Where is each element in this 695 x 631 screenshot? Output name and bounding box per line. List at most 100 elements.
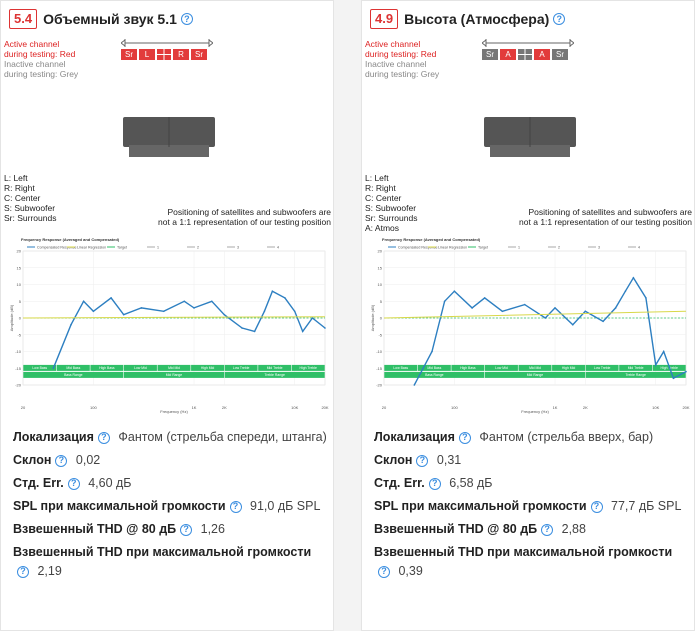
x-tick-label: 1K (192, 405, 197, 410)
help-icon[interactable]: ? (180, 13, 193, 25)
band-label: Mid Bass (66, 366, 80, 370)
channel-sr-right: Sr (552, 49, 568, 60)
legend-label: 4 (638, 246, 640, 250)
legend-label: 3 (598, 246, 600, 250)
stat-row: Взвешенный THD @ 80 дБ? 1,26 (13, 520, 331, 539)
response-point (70, 323, 72, 326)
stat-label: Стд. Err. (374, 476, 425, 490)
stat-row: SPL при максимальной громкости? 91,0 дБ … (13, 497, 331, 516)
help-icon[interactable]: ? (17, 565, 29, 578)
x-tick-label: 2K (583, 405, 588, 410)
band-label: Mid Range (527, 373, 544, 377)
y-tick-label: 15 (17, 265, 22, 270)
response-point (324, 327, 326, 329)
sofa-icon (123, 117, 215, 157)
stat-label: Стд. Err. (13, 476, 64, 490)
x-tick-label: 10K (652, 405, 659, 410)
response-point (253, 330, 256, 333)
response-point (584, 310, 587, 313)
card-surround: 5.4 Объемный звук 5.1 ? Active channel d… (0, 0, 334, 631)
stat-value: 0,02 (75, 453, 101, 467)
help-icon[interactable]: ? (55, 454, 68, 467)
help-icon[interactable]: ? (229, 500, 242, 513)
abbreviation-list: L: Left R: Right C: Center S: Subwoofer … (365, 173, 417, 233)
help-icon[interactable]: ? (428, 477, 441, 490)
legend-label: 3 (237, 246, 239, 250)
stat-row: Взвешенный THD @ 80 дБ? 2,88 (374, 520, 692, 539)
response-point (544, 317, 547, 319)
stat-row: Стд. Err.? 4,60 дБ (13, 474, 331, 493)
channel-r: R (173, 49, 189, 60)
help-icon[interactable]: ? (541, 523, 554, 536)
stat-label: Взвешенный THD при максимальной громкост… (13, 545, 312, 559)
stat-value: 1,26 (200, 522, 225, 536)
band-bottom (585, 371, 686, 378)
stat-value: 0,31 (436, 453, 462, 467)
response-point (443, 300, 446, 303)
band-label: Low Bass (32, 366, 47, 370)
stat-row: Склон? 0,02 (13, 451, 331, 470)
help-icon[interactable]: ? (590, 500, 603, 513)
response-point (223, 313, 226, 316)
response-point (241, 327, 243, 329)
inactive-note: Inactive channel during testing: Grey (365, 59, 440, 79)
stat-value: 0,39 (398, 564, 423, 578)
channel-center (157, 49, 171, 60)
band-label: Bass Range (425, 373, 444, 377)
response-point (82, 300, 85, 303)
response-point (624, 290, 627, 292)
band-label: High Treble (300, 366, 317, 370)
band-label: Low Bass (393, 366, 408, 370)
band-label: High Bass (460, 366, 476, 370)
stats-list: Локализация? Фантом (стрельба вверх, бар… (374, 428, 692, 585)
stat-row: Взвешенный THD при максимальной громкост… (374, 543, 692, 581)
response-point (672, 377, 675, 380)
chart-title: Frequency Response (Averaged and Compens… (21, 237, 120, 242)
y-tick-label: 20 (17, 249, 22, 254)
abbr-item: S: Subwoofer (4, 203, 56, 213)
response-point (293, 310, 296, 313)
regression-line (383, 310, 687, 319)
x-axis-label: Frequency (Hz) (160, 409, 188, 414)
response-point (284, 297, 286, 299)
response-point (301, 330, 304, 333)
stat-label: Взвешенный THD при максимальной громкост… (374, 545, 673, 559)
y-tick-label: 10 (378, 282, 383, 287)
response-point (483, 297, 486, 299)
band-label: High Mid (201, 366, 214, 370)
response-point (571, 323, 574, 326)
arrow-icon (121, 39, 213, 47)
band-label: Treble Range (264, 373, 285, 377)
band-top (484, 364, 518, 371)
help-icon[interactable]: ? (67, 477, 80, 490)
response-point (140, 307, 143, 309)
help-icon[interactable]: ? (416, 454, 429, 467)
stat-value: 2,88 (561, 522, 586, 536)
card-title: Объемный звук 5.1 (43, 11, 177, 27)
abbr-item: R: Right (4, 183, 35, 193)
stat-value: 91,0 дБ SPL (250, 499, 321, 513)
y-tick-label: -10 (376, 349, 383, 354)
band-label: Mid Mid (529, 366, 541, 370)
help-icon[interactable]: ? (180, 523, 193, 536)
y-tick-label: 20 (378, 249, 383, 254)
legend-label: 1 (518, 246, 520, 250)
card-header: 4.9 Высота (Атмосфера) ? (370, 8, 566, 30)
help-icon[interactable]: ? (458, 431, 471, 444)
channel-legend: Active channel during testing: Red Inact… (365, 39, 439, 79)
response-point (523, 303, 526, 306)
y-tick-label: 10 (17, 282, 22, 287)
help-icon[interactable]: ? (378, 565, 390, 578)
x-tick-label: 20K (321, 405, 328, 410)
channel-sr-left: Sr (121, 49, 137, 60)
band-label: High Mid (562, 366, 575, 370)
x-tick-label: 20K (682, 405, 689, 410)
help-icon[interactable]: ? (97, 431, 110, 444)
card-header: 5.4 Объемный звук 5.1 ? (9, 8, 193, 30)
abbr-item: A: Atmos (365, 223, 400, 233)
band-top (23, 364, 57, 371)
abbr-item: R: Right (365, 183, 396, 193)
help-icon[interactable]: ? (553, 13, 566, 25)
active-note: Active channel during testing: Red (365, 39, 437, 59)
y-tick-label: 0 (380, 316, 383, 321)
